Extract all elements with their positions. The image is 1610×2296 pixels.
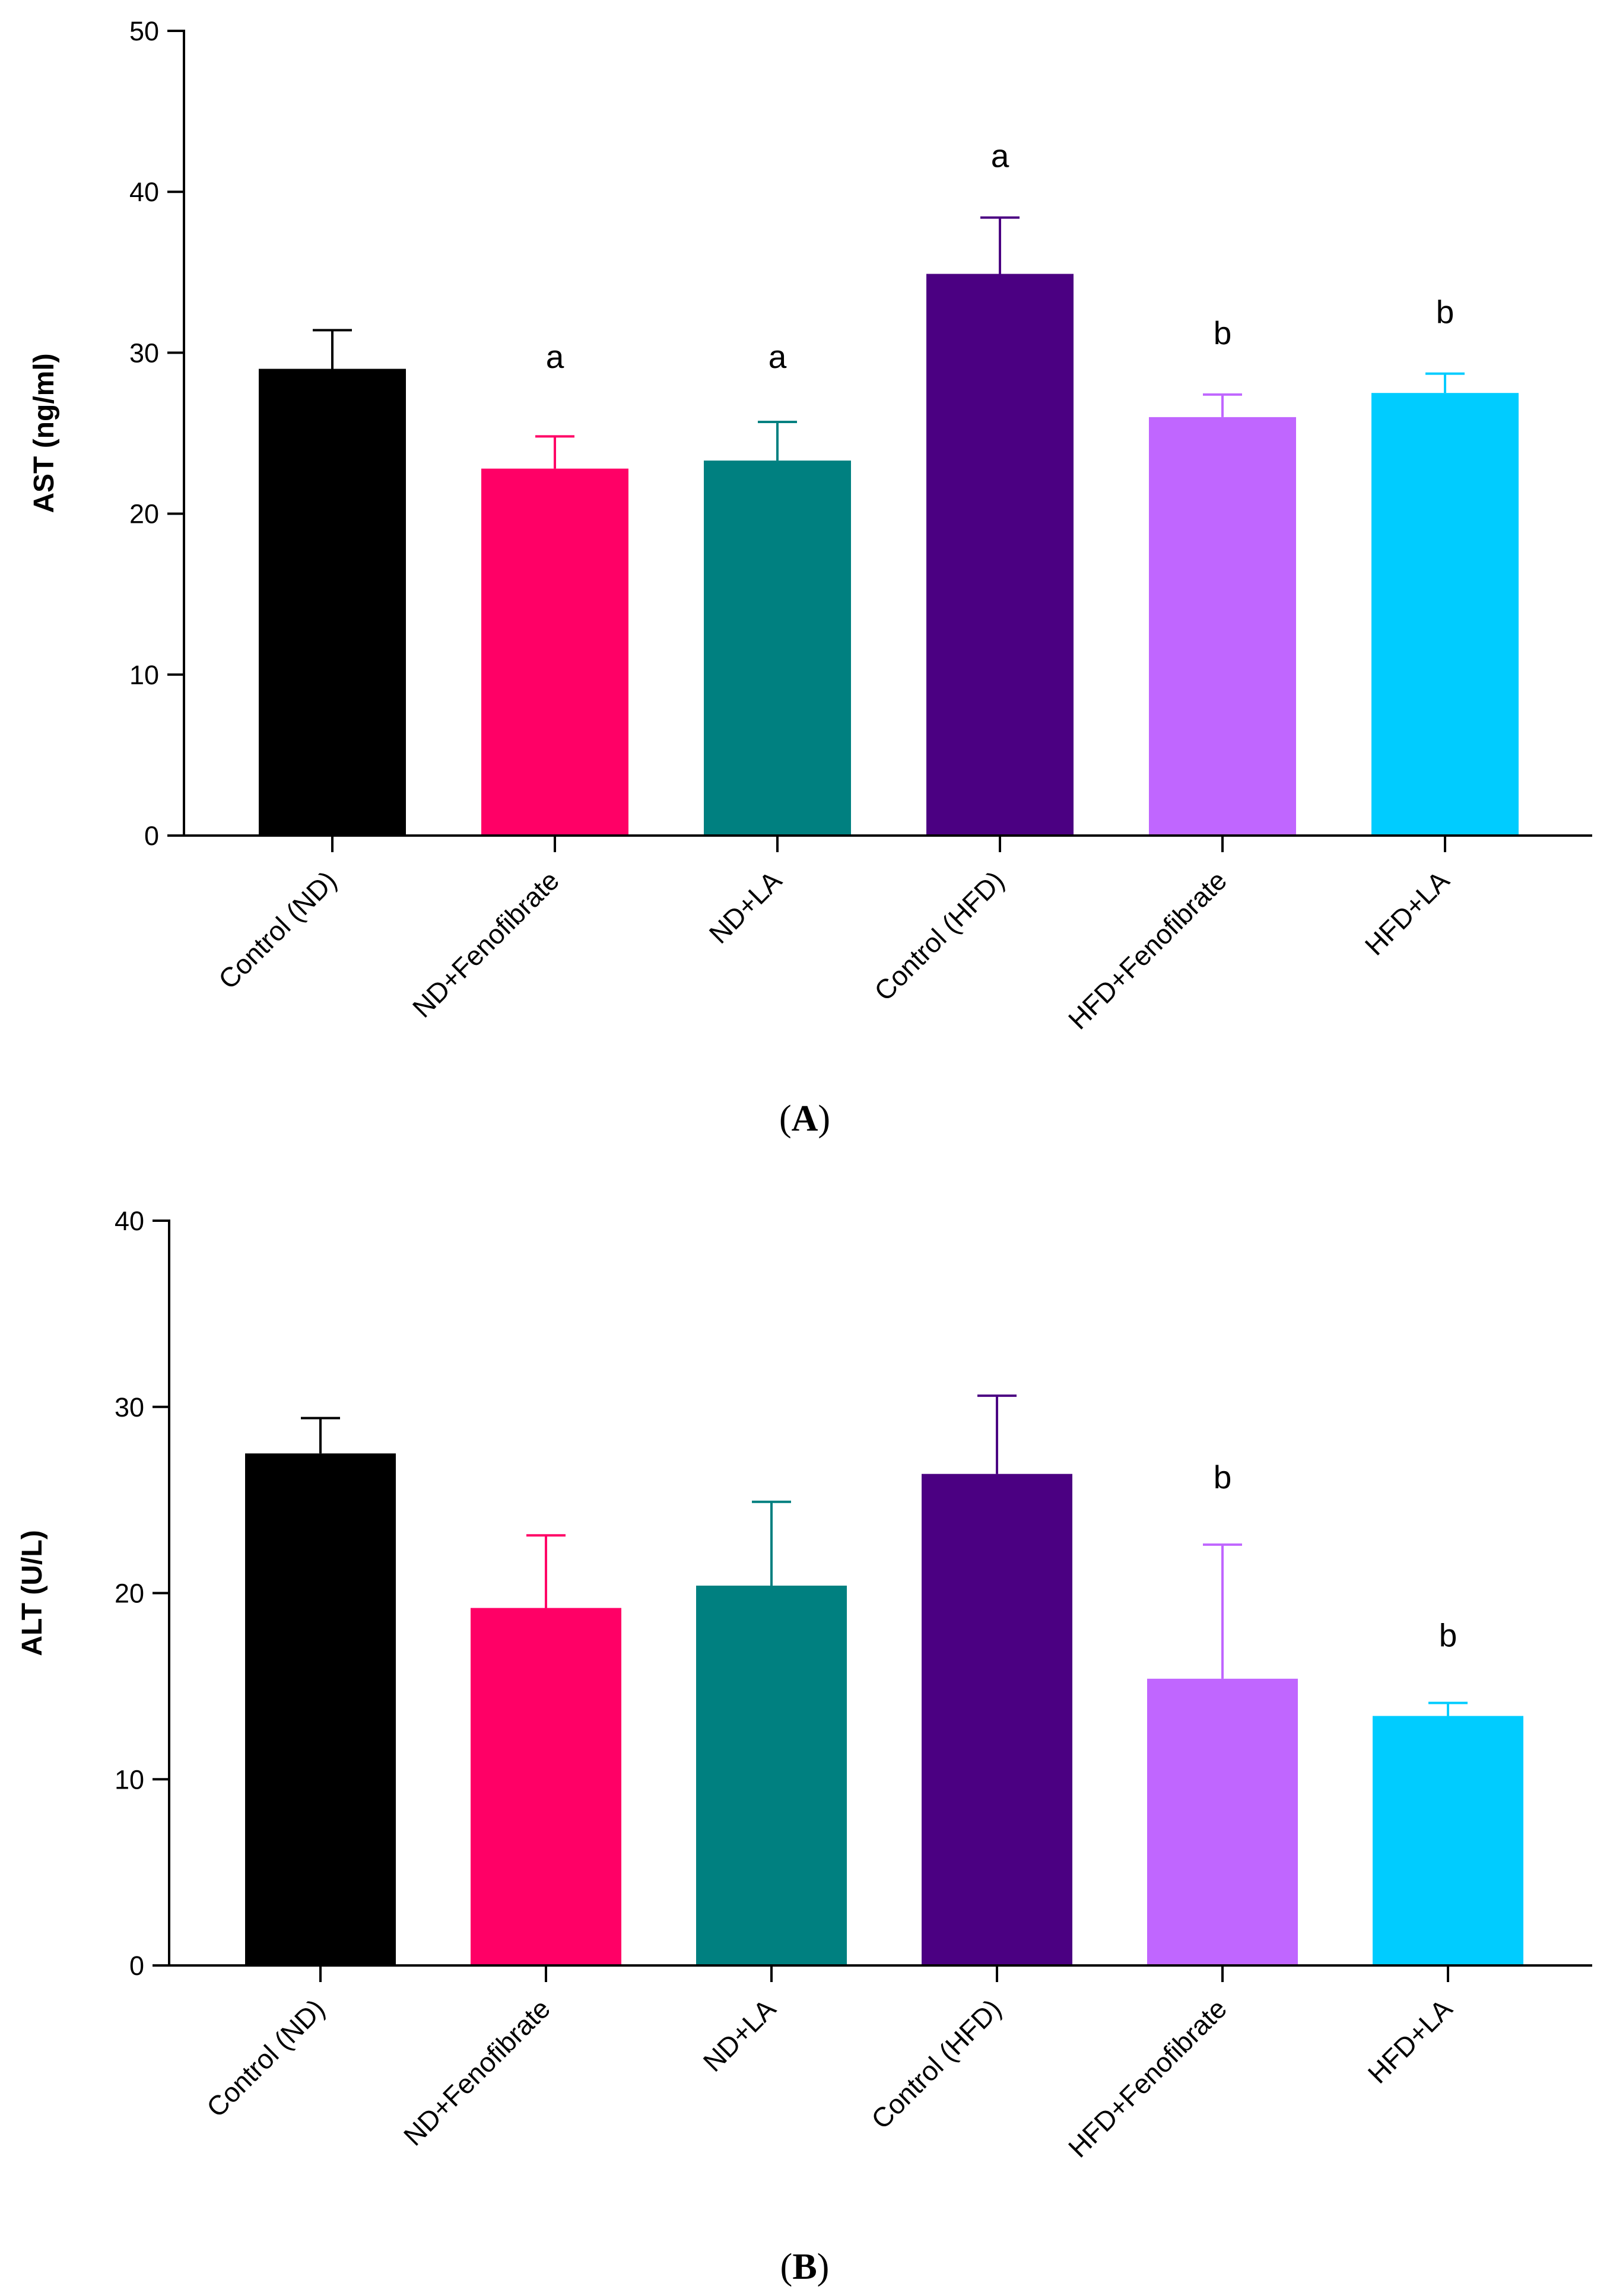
panel-a-annotation-1: a (546, 338, 564, 375)
panel-b-x-tick-label-4: HFD+Fenofibrate (1062, 1993, 1233, 2163)
panel-b-x-tick-label-2: ND+LA (697, 1993, 782, 2078)
panel-b-y-tick-label-4: 40 (115, 1206, 144, 1236)
panel-b-x-tick-label-0: Control (ND) (201, 1993, 331, 2123)
panel-a-y-tick-label-5: 50 (129, 16, 159, 46)
panel-b-bar-5 (1373, 1716, 1523, 1965)
panel-a-bar-1 (481, 468, 628, 836)
panel-a-y-tick-label-1: 10 (129, 660, 159, 690)
panel-b-x-tick-label-5: HFD+LA (1362, 1993, 1459, 2089)
panel-a-x-tick-label-1: ND+Fenofibrate (407, 865, 565, 1023)
panel-a-y-tick-label-0: 0 (144, 821, 159, 851)
panel-b-y-tick-label-2: 20 (115, 1579, 144, 1609)
panel-a-x-tick-label-0: Control (ND) (212, 865, 342, 995)
panel-a-x-tick-label-2: ND+LA (703, 865, 788, 949)
panel-a-bar-2 (704, 461, 851, 836)
panel-a-annotation-2: a (769, 338, 787, 375)
panel-a-y-axis-title: AST (ng/ml) (28, 353, 60, 513)
panel-a-x-tick-label-5: HFD+LA (1359, 865, 1456, 961)
panel-b-y-tick-label-1: 10 (115, 1764, 144, 1795)
chart-panel-a: a a a b b 0 10 20 30 40 50 Control (ND) ND+Fenofibra… (28, 16, 1592, 1139)
panel-b-annotation-5: b (1439, 1617, 1457, 1654)
panel-b-panel-label: (B) (780, 2247, 830, 2287)
panel-b-bar-3 (922, 1473, 1072, 1965)
panel-a-annotation-4: b (1214, 315, 1232, 351)
panel-b-bar-1 (471, 1608, 621, 1965)
panel-a-bar-3 (926, 274, 1074, 836)
panel-b-bar-4 (1147, 1678, 1298, 1965)
panel-b-x-tick-label-3: Control (HFD) (865, 1993, 1007, 2135)
panel-b-y-tick-label-3: 30 (115, 1392, 144, 1422)
panel-a-x-tick-label-4: HFD+Fenofibrate (1062, 865, 1233, 1035)
panel-a-x-tick-label-3: Control (HFD) (868, 865, 1010, 1006)
panel-a-panel-label: (A) (779, 1098, 830, 1139)
panel-b-x-tick-label-1: ND+Fenofibrate (398, 1993, 556, 2151)
panel-a-y-tick-label-2: 20 (129, 499, 159, 529)
panel-b-bar-0 (245, 1453, 396, 1965)
panel-b-y-axis-title: ALT (U/L) (17, 1530, 48, 1656)
panel-a-y-tick-label-3: 30 (129, 338, 159, 368)
panel-b-y-tick-label-0: 0 (129, 1951, 144, 1981)
panel-b-annotation-4: b (1214, 1459, 1232, 1495)
panel-a-y-tick-label-4: 40 (129, 177, 159, 207)
panel-a-bar-0 (259, 369, 406, 836)
panel-a-bar-4 (1149, 417, 1296, 836)
panel-a-bar-5 (1371, 393, 1519, 836)
panel-b-bar-2 (696, 1585, 847, 1965)
chart-panel-b: b b 0 10 20 30 40 Control (ND) ND+Fenofibrate ND+… (17, 1206, 1592, 2287)
panel-a-annotation-3: a (991, 138, 1009, 174)
panel-a-annotation-5: b (1436, 294, 1455, 331)
